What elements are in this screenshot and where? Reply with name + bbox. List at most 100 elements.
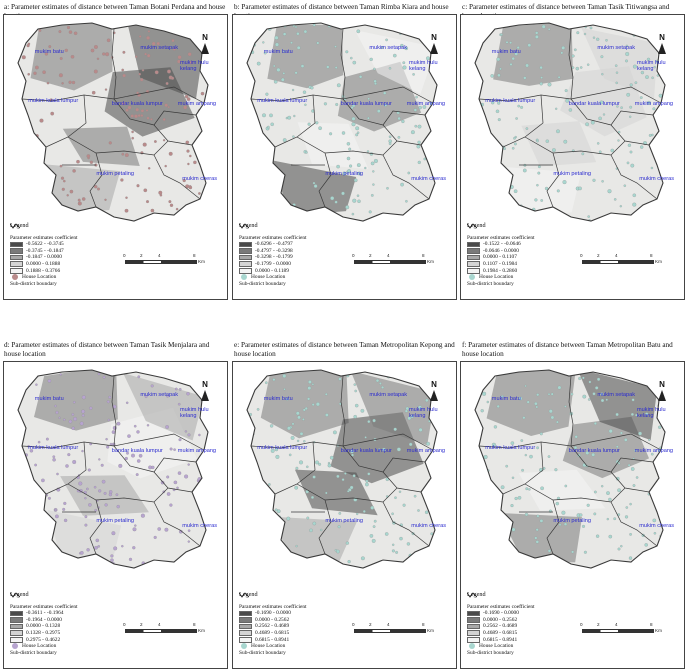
house-dot: [510, 504, 514, 508]
house-dot: [615, 81, 618, 85]
house-dot: [318, 126, 322, 130]
house-dot: [25, 531, 29, 535]
house-dot: [379, 382, 382, 385]
label-hulu-kelang: mukim hulu kelang: [409, 59, 438, 72]
house-dot: [532, 216, 536, 220]
house-dot: [187, 162, 190, 166]
house-dot: [608, 497, 612, 502]
sub-district-boundary: [610, 110, 654, 126]
house-dot: [71, 209, 75, 214]
house-dot: [252, 374, 256, 378]
house-dot: [166, 394, 169, 398]
house-dot: [610, 148, 615, 153]
house-dot: [565, 98, 570, 103]
label-cheras: mukim cheras: [411, 522, 447, 529]
house-dot: [329, 132, 333, 136]
house-dot: [544, 186, 549, 191]
house-dot: [336, 164, 340, 169]
house-dot: [111, 430, 116, 434]
house-dot: [174, 387, 178, 391]
legend-class: 0.1328 - 0.2975: [10, 630, 78, 637]
label-hulu-kelang: mukim hulu kelang: [409, 406, 438, 419]
house-dot: [551, 211, 556, 216]
label-kuala-lumpur: mukim kuala lumpur: [485, 98, 536, 105]
label-batu: mukim batu: [263, 396, 293, 403]
house-dot: [330, 196, 335, 201]
house-dot: [86, 548, 90, 552]
house-dot: [184, 94, 189, 99]
sub-district-boundary: [89, 152, 103, 208]
house-dot: [605, 398, 608, 401]
house-dot: [200, 147, 205, 151]
house-dot: [352, 60, 357, 65]
house-dot: [59, 164, 63, 168]
house-dot: [391, 549, 395, 553]
house-dot: [571, 550, 575, 554]
house-dot: [334, 66, 338, 69]
house-dot: [90, 48, 95, 53]
house-dot: [250, 136, 255, 141]
legend-class: 0.2562 - 0.4689: [239, 623, 307, 630]
house-dot: [660, 545, 663, 549]
house-dot: [35, 65, 39, 70]
house-dot: [118, 463, 123, 468]
house-dot: [47, 198, 51, 201]
house-dot: [646, 57, 651, 62]
legend-range: 0.6815 - 0.8941: [255, 636, 290, 643]
house-dot: [593, 422, 597, 425]
legend-range: 0.0000 - 0.2562: [483, 616, 518, 623]
label-kuala-lumpur: mukim kuala lumpur: [485, 445, 536, 452]
house-dot: [93, 485, 97, 489]
house-dot: [313, 184, 318, 188]
house-dot: [534, 536, 538, 540]
house-dot: [113, 546, 118, 551]
house-dot: [87, 468, 91, 472]
house-dot: [315, 460, 319, 465]
legend-class: 0.0000 - 0.1888: [10, 261, 78, 268]
house-dot: [435, 539, 437, 543]
boundary-line-icon: [467, 592, 477, 598]
legend-class: 0.4689 - 0.6815: [467, 630, 535, 637]
house-dot: [505, 464, 509, 468]
house-dot: [73, 31, 78, 36]
legend-range: -0.1847 - 0.0000: [26, 254, 62, 261]
house-dot: [305, 151, 308, 154]
house-dot: [89, 160, 94, 164]
sub-district-boundary: [340, 28, 346, 100]
house-dot: [275, 42, 279, 47]
house-dot: [620, 545, 623, 548]
house-dot: [582, 394, 587, 399]
house-dot: [91, 90, 96, 95]
house-dot: [81, 409, 86, 414]
house-dot: [653, 532, 657, 535]
house-dot: [629, 502, 632, 506]
legend-subtitle: Parameter estimates coefficient: [239, 603, 307, 610]
legend-house-location: House Location: [467, 643, 535, 650]
house-dot: [97, 372, 101, 376]
house-dot: [547, 392, 551, 396]
house-dot: [180, 32, 185, 37]
legend-class: 0.1888 - 0.3766: [10, 268, 78, 275]
house-dot: [45, 522, 49, 526]
house-dot: [29, 485, 33, 489]
house-dot: [417, 160, 421, 165]
house-dot: [545, 139, 550, 143]
house-dot: [291, 422, 295, 426]
legend-swatch: [467, 268, 480, 274]
house-dot: [535, 405, 539, 409]
legend-class: -0.1522 - -0.0646: [467, 241, 535, 248]
legend-swatch: [10, 623, 23, 630]
house-dot: [183, 375, 187, 380]
house-dot: [536, 393, 540, 397]
sub-district-boundary: [610, 457, 654, 473]
house-dot: [581, 152, 585, 156]
house-dot: [625, 52, 630, 56]
house-dot: [140, 109, 145, 113]
house-dot: [253, 149, 258, 154]
house-dot: [624, 438, 628, 442]
house-dot: [402, 503, 406, 507]
legend-swatch: [10, 268, 23, 274]
house-dot: [646, 100, 651, 105]
house-dot: [189, 154, 192, 158]
house-dot: [71, 426, 75, 431]
